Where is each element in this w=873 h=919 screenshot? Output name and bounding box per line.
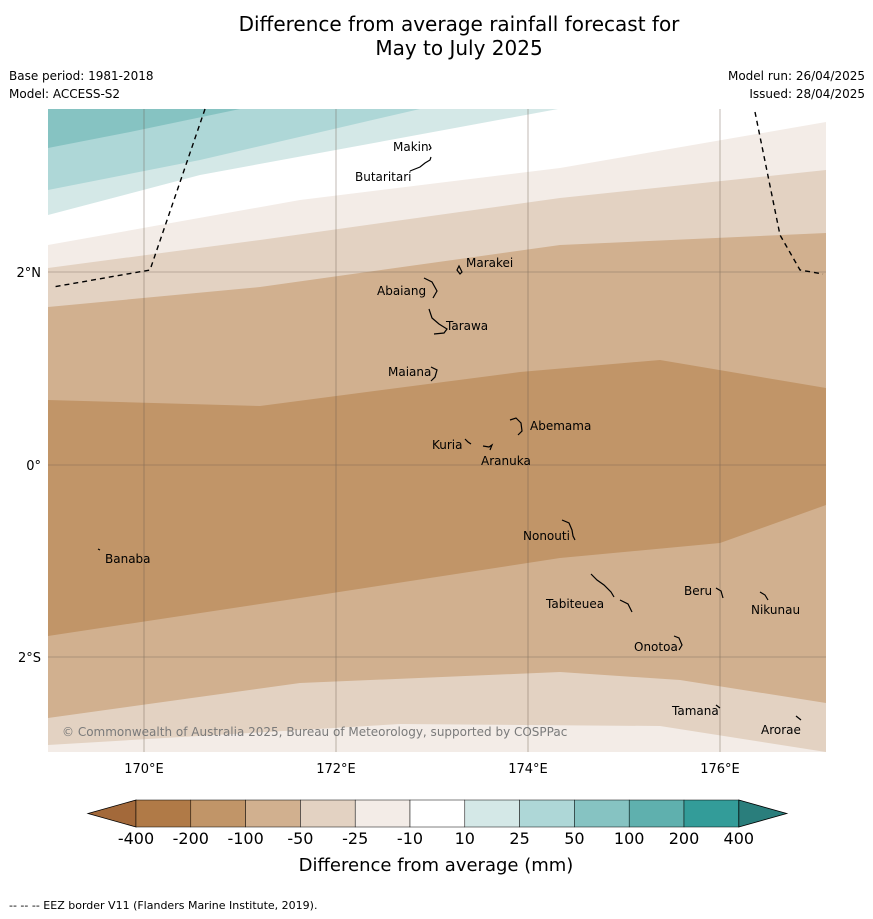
legend-cell [628,799,685,828]
legend-cell [300,799,356,828]
longitude-labels: 170°E 172°E 174°E 176°E [124,762,740,777]
lon-label-174e: 174°E [508,762,548,777]
legend-cells [86,799,789,828]
island-shape-nonouti [561,519,576,541]
legend-tick-label: 10 [455,829,475,848]
island-shape-makin [428,143,432,151]
legend-tick-label: 25 [509,829,529,848]
model-name: Model: ACCESS-S2 [9,87,121,101]
legend-tick-label: -400 [118,829,154,848]
lon-label-170e: 170°E [124,762,164,777]
lat-label-0: 0° [26,459,41,474]
title-line-1: Difference from average rainfall forecas… [238,12,680,36]
island-label-makin: Makin [393,140,429,154]
latitude-labels: 2°N 0° 2°S [17,266,42,666]
legend-tick-label: 100 [614,829,645,848]
legend-cell [190,799,246,828]
legend-tick-label: -100 [227,829,263,848]
island-shapes [97,143,802,721]
legend-tick-label: -25 [342,829,368,848]
island-shape-beru [715,587,724,599]
legend-tick-label: -50 [287,829,313,848]
island-label-nonouti: Nonouti [523,529,570,543]
band-below-100 [48,360,826,636]
island-label-tamana: Tamana [671,704,719,718]
island-shape-tabiteuea-north [590,573,615,598]
color-legend: -400 -200 -100 -50 -25 -10 10 25 50 100 200 400 Dif… [86,799,789,876]
island-shape-tarawa [428,308,448,335]
eez-border-east [754,111,824,275]
island-label-marakei: Marakei [466,256,513,270]
island-label-nikunau: Nikunau [751,603,800,617]
lon-label-176e: 176°E [700,762,740,777]
legend-cell [574,799,630,828]
base-info: Base period: 1981-2018 Model: ACCESS-S2 [9,67,154,103]
island-shape-butaritari [409,156,432,172]
island-shape-arorae [795,715,802,721]
island-label-aranuka: Aranuka [481,454,531,468]
island-shape-tabiteuea-south [619,599,633,613]
island-label-abaiang: Abaiang [377,284,426,298]
legend-cell [683,799,740,828]
model-run: Model run: 26/04/2025 [727,69,865,83]
lon-label-172e: 172°E [316,762,356,777]
island-shape-banaba [97,548,101,551]
island-label-abemama: Abemama [530,419,591,433]
island-label-beru: Beru [684,584,712,598]
legend-tick-label: 50 [564,829,584,848]
legend-cell [519,799,575,828]
legend-tick-label: 400 [724,829,755,848]
legend-tick-label: -10 [397,829,423,848]
legend-cell [354,799,411,828]
legend-extend-high [738,799,789,828]
island-shape-kuria [464,438,472,445]
island-label-maiana: Maiana [388,365,431,379]
band-light-bottom [48,724,826,752]
island-shape-aranuka [482,443,494,451]
issued-date: Issued: 28/04/2025 [749,87,865,101]
island-shape-tamana [715,704,721,709]
island-shape-maiana [430,366,438,382]
lat-label-2n: 2°N [17,266,42,281]
legend-tick-label: -200 [173,829,209,848]
title-line-2: May to July 2025 [375,36,543,60]
legend-cell [135,799,192,828]
island-shape-onotoa [673,635,683,651]
island-shape-abaiang [423,277,438,299]
lat-label-2s: 2°S [18,651,41,666]
contour-bands [48,109,826,752]
legend-title: Difference from average (mm) [299,855,574,876]
island-label-butaritari: Butaritari [355,170,412,184]
legend-tick-labels: -400 -200 -100 -50 -25 -10 10 25 50 100 200 400 [118,829,754,848]
island-label-kuria: Kuria [432,438,463,452]
island-labels: Makin Butaritari Marakei Abaiang Tarawa … [105,140,801,737]
legend-cell [409,799,466,828]
eez-borders [52,108,824,288]
eez-footnote: -- -- -- EEZ border V11 (Flanders Marine… [9,899,318,912]
island-label-arorae: Arorae [761,723,801,737]
legend-cell [245,799,301,828]
run-info: Model run: 26/04/2025 Issued: 28/04/2025 [728,67,865,103]
island-shape-marakei [456,264,463,275]
legend-extend-low [86,799,137,828]
island-label-tabiteuea: Tabiteuea [545,597,604,611]
eez-border-west [52,108,206,288]
legend-cell [464,799,520,828]
island-shape-abemama [509,417,523,436]
map-title: Difference from average rainfall forecas… [0,12,873,60]
island-shape-nikunau [759,591,769,601]
island-label-banaba: Banaba [105,552,151,566]
copyright-notice: © Commonwealth of Australia 2025, Bureau… [62,725,567,739]
island-label-tarawa: Tarawa [445,319,488,333]
island-label-onotoa: Onotoa [634,640,678,654]
legend-tick-label: 200 [669,829,700,848]
graticule [48,109,826,752]
base-period: Base period: 1981-2018 [9,69,154,83]
